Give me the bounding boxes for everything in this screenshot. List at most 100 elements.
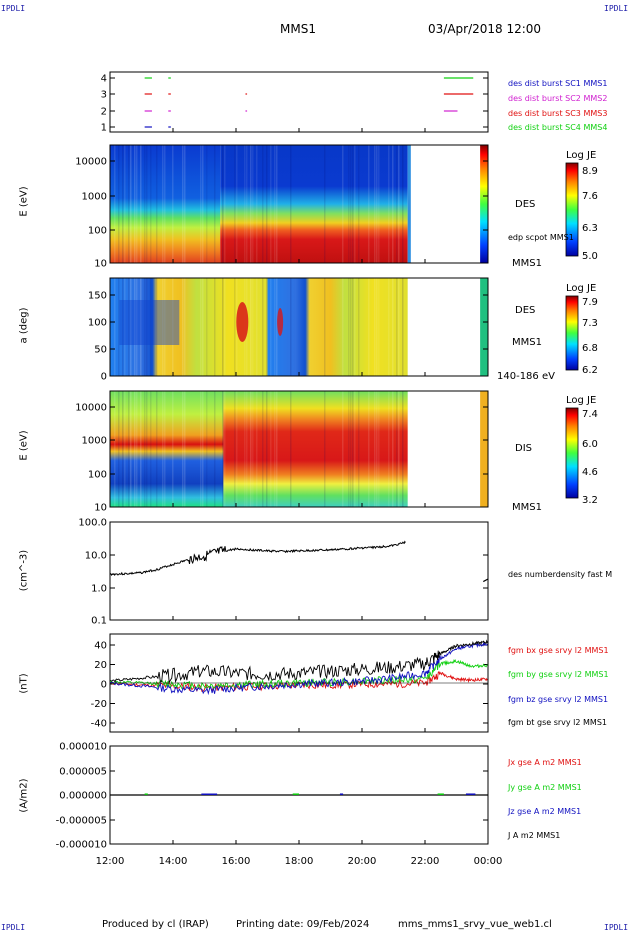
des-pitch-heatmap-texture [388,278,390,376]
dis-end-stripe [480,391,488,507]
y-tick-label: -20 [91,699,107,710]
des-energy-heatmap-texture [156,145,158,263]
y-tick-label: 10 [94,259,107,270]
y-tick-label: 100 [88,226,107,237]
colorbar2-tick: 6.2 [582,365,598,376]
des-energy-heatmap-texture [402,145,404,263]
dis-energy-heatmap-texture [274,391,276,507]
des-pitch-heatmap-texture [256,278,258,376]
dis-energy-heatmap-texture [136,391,138,507]
y-tick-label: 150 [88,291,107,302]
des-pitch-heatmap-texture [146,278,148,376]
y-tick-label: 10000 [75,403,107,414]
dis-energy-heatmap-texture [224,391,226,507]
dis-energy-heatmap-texture [134,391,136,507]
colorbar-3 [565,407,579,499]
x-tick-label: 22:00 [411,856,440,867]
des-pitch-heatmap-texture [354,278,356,376]
pitch-red-blob [277,308,284,336]
des-pitch-heatmap-texture [274,278,276,376]
des-energy-heatmap-texture [130,145,132,263]
des-energy-heatmap-texture [290,145,292,263]
dis-energy-heatmap-texture [150,391,152,507]
corner-mark-bottom-right: IPDLI [604,923,629,932]
des-pitch-heatmap-texture [206,278,208,376]
des-pitch-heatmap-texture [164,278,166,376]
des-pitch-heatmap-texture [144,278,146,376]
des-energy-heatmap-texture [374,145,376,263]
dis-energy-heatmap-right [223,391,408,507]
bfield-series-3 [109,641,488,696]
footer-produced: Produced by cl (IRAP) [102,919,209,930]
dis-energy-heatmap-texture [290,391,292,507]
dis-energy-heatmap-texture [376,391,378,507]
dis-energy-heatmap-texture [350,391,352,507]
des-energy-heatmap-texture [114,145,116,263]
dis-energy-heatmap-texture [250,391,252,507]
dis-energy-heatmap-texture [164,391,166,507]
des-pitch-heatmap-texture [122,278,124,376]
des-energy-heatmap-texture [350,145,352,263]
dis-energy-heatmap-texture [352,391,354,507]
des-pitch-sc-label: MMS1 [512,337,542,348]
density-ylabel: (cm^-3) [18,549,30,592]
des-pitch-heatmap-texture [262,278,264,376]
y-tick-label: 10000 [75,157,107,168]
dis-energy-heatmap-texture [342,391,344,507]
x-tick-label: 14:00 [159,856,188,867]
y-tick-label: -0.000005 [56,816,107,827]
x-tick-label: 20:00 [348,856,377,867]
des-energy-heatmap-texture [222,145,224,263]
des-pitch-heatmap-texture [224,278,226,376]
colorbar2-tick: 6.8 [582,343,598,354]
des-energy-heatmap-texture [144,145,146,263]
des-energy-heatmap-texture [342,145,344,263]
y-tick-label: 0.000005 [59,767,107,778]
dis-sc-label: MMS1 [512,502,542,513]
des-pitch-heatmap-texture [402,278,404,376]
colorbar-1 [565,162,579,257]
density-series-end [482,578,489,583]
corner-mark-bottom-left: IPDLI [1,923,26,932]
des-pitch-heatmap-right [267,278,408,376]
dis-energy-heatmap-texture [354,391,356,507]
des-pitch-heatmap-texture [118,278,120,376]
des-pitch-heatmap-texture [200,278,202,376]
panel-frame-5 [109,521,489,621]
dis-energy-heatmap-texture [398,391,400,507]
x-tick-label: 12:00 [96,856,125,867]
des-energy-edge-stripe [407,145,411,263]
dis-energy-heatmap-texture [256,391,258,507]
des-pitch-heatmap-texture [378,278,380,376]
y-tick-label: 4 [101,74,107,85]
dis-energy-heatmap-texture [358,391,360,507]
dis-energy-ylabel: E (eV) [18,430,30,461]
des-energy-sc-label: MMS1 [512,258,542,269]
colorbar3-tick: 3.2 [582,495,598,506]
des-energy-heatmap-texture [276,145,278,263]
dis-energy-heatmap-texture [156,391,158,507]
des-pitch-heatmap-texture [270,278,272,376]
legend-density: des numberdensity fast M [508,570,613,579]
dis-energy-heatmap-texture [236,391,238,507]
y-tick-label: -40 [91,719,107,730]
dis-energy-heatmap-texture [270,391,272,507]
dis-energy-heatmap-texture [182,391,184,507]
y-tick-label: 1 [101,123,107,134]
dis-energy-heatmap-texture [368,391,370,507]
dis-energy-heatmap-texture [266,391,268,507]
dis-energy-heatmap-texture [128,391,130,507]
des-pitch-heatmap-texture [374,278,376,376]
des-energy-heatmap-texture [150,145,152,263]
des-pitch-heatmap-texture [124,278,126,376]
dis-energy-heatmap-texture [184,391,186,507]
bfield-ylabel: (nT) [18,673,30,694]
des-pitch-heatmap-texture [134,278,136,376]
dis-energy-heatmap-texture [392,391,394,507]
y-tick-label: 2 [101,107,107,118]
des-energy-heatmap-right [220,145,408,263]
dis-energy-heatmap-texture [114,391,116,507]
legend-bt: fgm bt gse srvy l2 MMS1 [508,718,607,727]
x-tick-label: 16:00 [222,856,251,867]
des-energy-heatmap-texture [348,145,350,263]
